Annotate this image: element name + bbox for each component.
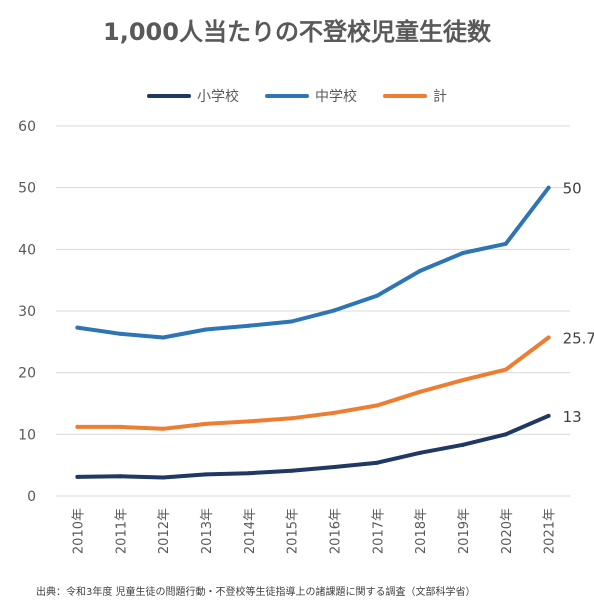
data-point: [246, 323, 251, 328]
data-point: [203, 327, 208, 332]
data-point: [75, 424, 80, 429]
data-point: [418, 389, 423, 394]
x-tick-label: 2020年: [500, 508, 515, 554]
data-point: [546, 335, 551, 340]
data-point: [460, 251, 465, 256]
y-tick-label: 20: [18, 366, 36, 382]
y-tick-label: 50: [18, 181, 36, 197]
data-point: [246, 471, 251, 476]
legend-swatch-elementary: [147, 94, 191, 98]
series-line-0: [75, 413, 551, 480]
x-tick-label: 2017年: [371, 508, 386, 554]
data-point: [289, 416, 294, 421]
legend-label-total: 計: [433, 89, 447, 105]
legend-item-elementary: 小学校: [147, 86, 239, 106]
data-point: [503, 241, 508, 246]
legend-item-junior-high: 中学校: [265, 86, 357, 106]
data-point: [118, 474, 123, 479]
data-point: [203, 472, 208, 477]
data-point: [418, 268, 423, 273]
data-point: [460, 442, 465, 447]
data-label-end: 13: [563, 408, 582, 426]
chart-title: 1,000人当たりの不登校児童生徒数: [103, 18, 491, 46]
data-point: [503, 432, 508, 437]
y-tick-label: 30: [18, 304, 36, 320]
series-line-2: [75, 335, 551, 431]
data-point: [289, 468, 294, 473]
data-point: [332, 308, 337, 313]
data-point: [503, 367, 508, 372]
x-tick-label: 2021年: [543, 508, 558, 554]
legend-label-elementary: 小学校: [197, 89, 239, 105]
data-point: [332, 465, 337, 470]
x-tick-label: 2015年: [286, 508, 301, 554]
data-point: [75, 474, 80, 479]
data-point: [332, 410, 337, 415]
data-point: [375, 460, 380, 465]
data-point: [246, 419, 251, 424]
data-label-end: 50: [563, 180, 582, 198]
x-tick-label: 2012年: [157, 508, 172, 554]
legend-swatch-junior-high: [265, 94, 309, 98]
data-point: [75, 325, 80, 330]
x-tick-label: 2019年: [457, 508, 472, 554]
legend-label-junior-high: 中学校: [315, 89, 357, 105]
data-point: [203, 421, 208, 426]
x-tick-label: 2014年: [243, 508, 258, 554]
legend-item-total: 計: [383, 86, 447, 106]
data-point: [418, 450, 423, 455]
y-tick-label: 40: [18, 242, 36, 258]
legend: 小学校 中学校 計: [0, 86, 594, 106]
data-point: [375, 293, 380, 298]
x-tick-label: 2011年: [114, 508, 129, 554]
x-tick-label: 2013年: [200, 508, 215, 554]
data-point: [161, 335, 166, 340]
x-tick-label: 2016年: [328, 508, 343, 554]
data-point: [118, 424, 123, 429]
data-point: [161, 426, 166, 431]
data-label-end: 25.7: [563, 330, 594, 348]
x-tick-label: 2018年: [414, 508, 429, 554]
data-point: [289, 319, 294, 324]
data-point: [161, 475, 166, 480]
series-line-1: [75, 185, 551, 340]
y-tick-label: 0: [27, 489, 36, 505]
source-note: 出典：令和3年度 児童生徒の問題行動・不登校等生徒指導上の諸課題に関する調査（文…: [36, 587, 476, 598]
x-tick-label: 2010年: [71, 508, 86, 554]
data-point: [118, 331, 123, 336]
y-tick-label: 10: [18, 427, 36, 443]
data-point: [375, 403, 380, 408]
data-point: [460, 378, 465, 383]
data-point: [546, 185, 551, 190]
legend-swatch-total: [383, 94, 427, 98]
y-tick-label: 60: [18, 119, 36, 135]
data-point: [546, 413, 551, 418]
